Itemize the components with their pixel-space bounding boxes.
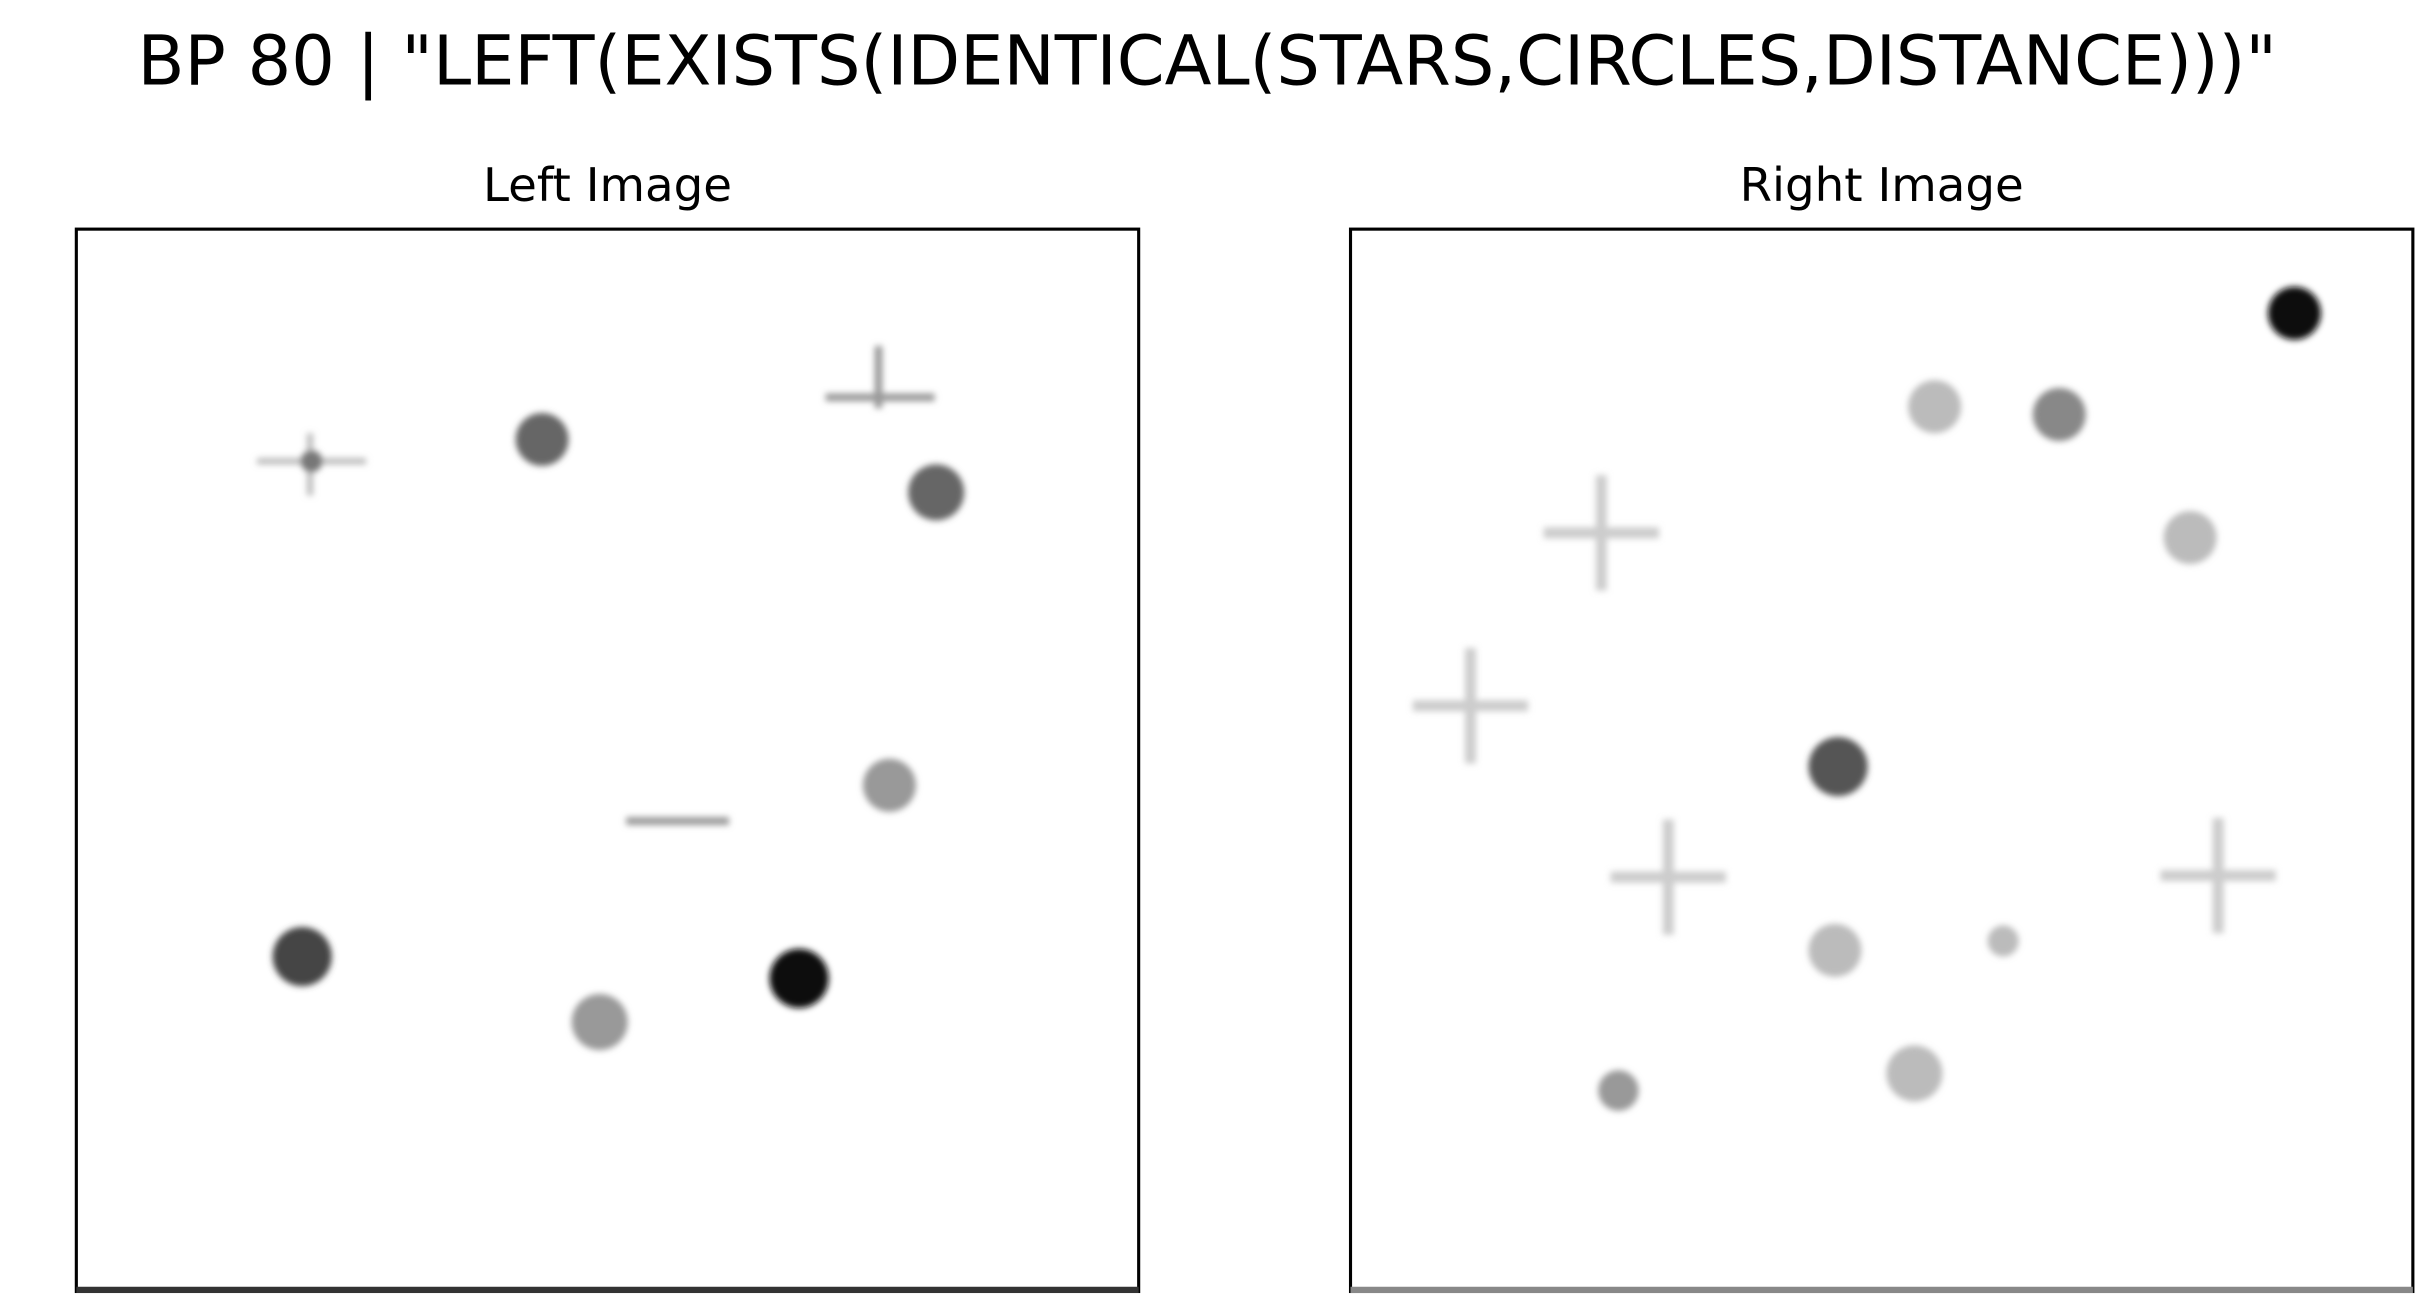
star xyxy=(300,450,323,473)
star xyxy=(1412,648,1529,764)
circle xyxy=(515,412,569,466)
panel-frame xyxy=(1348,227,2415,1294)
circle xyxy=(1808,736,1868,797)
right-panel xyxy=(1348,227,2415,1294)
circle xyxy=(2032,388,2086,441)
circle xyxy=(571,993,628,1051)
figure-title: BP 80 | "LEFT(EXISTS(IDENTICAL(STARS,CIR… xyxy=(138,22,2277,102)
star xyxy=(1543,475,1659,591)
circle xyxy=(1808,923,1862,977)
shapes xyxy=(1412,286,2321,1111)
star xyxy=(1610,819,1726,935)
panel-title: Right Image xyxy=(1740,159,2024,213)
panel-title: Left Image xyxy=(483,159,732,213)
circle xyxy=(1598,1070,1639,1111)
circle xyxy=(1908,380,1962,434)
circle xyxy=(1886,1045,1943,1102)
left-panel xyxy=(74,227,1141,1294)
circle xyxy=(272,926,332,987)
circle xyxy=(2268,286,2321,340)
circle xyxy=(769,948,829,1008)
shapes xyxy=(257,345,965,1051)
star xyxy=(2160,817,2276,934)
circle xyxy=(1987,925,2019,957)
circle xyxy=(908,464,965,521)
panel-frame xyxy=(74,227,1141,1294)
star xyxy=(825,345,935,409)
circle xyxy=(862,758,916,812)
circle xyxy=(2163,511,2217,565)
